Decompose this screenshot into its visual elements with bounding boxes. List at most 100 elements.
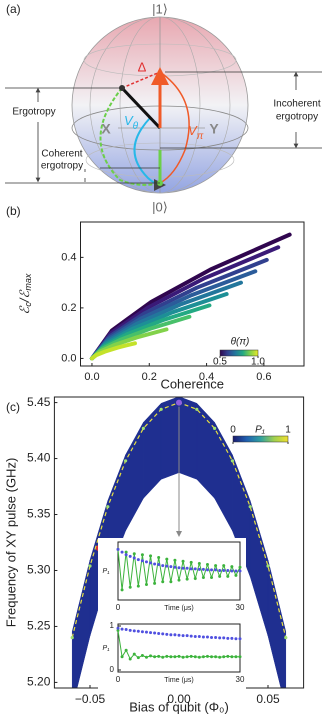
inset-x-title: Time (μs) [164, 677, 193, 684]
inset-point [201, 575, 205, 579]
x-axis-label: X [101, 121, 111, 137]
panel-c: (c) −0.05 0.00 0.05 5.20 5.25 5.30 5.35 5.40 5.45… [3, 395, 305, 714]
inset-point [226, 568, 230, 572]
x-tick-label: 0.0 [84, 371, 99, 383]
inset-point [157, 631, 161, 635]
inset-point [124, 628, 128, 632]
inset-point [230, 565, 234, 569]
y-tick-label: 0.0 [61, 352, 76, 364]
inset-point [193, 567, 197, 571]
inset-point [149, 554, 153, 558]
spectrum-band [125, 422, 144, 531]
inset-point [153, 562, 157, 566]
inset-point [210, 575, 214, 579]
x-tick-label: 0.05 [256, 692, 280, 706]
inset-point [189, 567, 193, 571]
inset-point [222, 636, 226, 640]
fit-point [124, 459, 128, 463]
inset-point [128, 585, 132, 589]
inset-point [214, 635, 218, 639]
inset-point [132, 629, 136, 633]
inset-point [128, 628, 132, 632]
inset-point [161, 632, 165, 636]
v-theta-label: Vθ [124, 113, 139, 131]
spectrum-band [178, 397, 198, 480]
panel-label: (c) [6, 400, 20, 414]
inset-point [144, 630, 148, 634]
ergotropy-label: Ergotropy [12, 107, 55, 118]
curve [89, 341, 137, 361]
inset-x-title: Time (μs) [164, 605, 193, 612]
inset-point [226, 636, 230, 640]
inset-point [181, 559, 185, 563]
inset-point [136, 584, 140, 588]
inset-point [181, 634, 185, 638]
v-pi: V [188, 123, 198, 138]
inset-point [234, 637, 238, 641]
spectrum-band [71, 559, 91, 688]
x-tick-label: 0.00 [167, 692, 191, 706]
inset: 0 30 Time (μs) P₁ [103, 541, 245, 612]
plot-frame [117, 623, 241, 673]
inset-point [120, 588, 124, 592]
inset-point [173, 565, 177, 569]
x-tick-label: 0.6 [256, 371, 271, 383]
inset-point [181, 655, 185, 659]
fit-point [248, 505, 252, 509]
inset-point [205, 568, 209, 572]
inset-point [144, 655, 148, 659]
x-tick-label: 0.4 [199, 371, 214, 383]
y-axis-title-part: /ℰ [17, 289, 32, 303]
inset-point [234, 655, 238, 659]
inset-point [238, 637, 242, 641]
inset-point [226, 574, 230, 578]
x-axis-title: Coherence [160, 376, 224, 391]
inset-point [181, 566, 185, 570]
inset-point [136, 629, 140, 633]
y-axis-title: ℰc/ℰmax [17, 273, 33, 314]
x-tick-label: 0.2 [142, 371, 157, 383]
inset-point [238, 565, 242, 569]
colorbar-tick-label: 1 [285, 425, 291, 436]
inset-point [136, 656, 140, 660]
inset-point [177, 566, 181, 570]
inset-point [218, 574, 222, 578]
colorbar-tick-label: 1.0 [251, 357, 265, 368]
inset-point [169, 633, 173, 637]
inset-point [149, 654, 153, 658]
y-tick-label: 5.40 [27, 451, 51, 465]
inset-point [189, 634, 193, 638]
inset-point [205, 563, 209, 567]
incoherent-label: Incoherent [273, 99, 320, 110]
inset-y-title: P₁ [103, 645, 111, 652]
inset-point [230, 569, 234, 573]
inset-point [193, 655, 197, 659]
spectrum-band [196, 402, 215, 499]
inset-point [132, 552, 136, 556]
inset-point [132, 556, 136, 560]
fit-point [159, 407, 163, 411]
inset-point [157, 563, 161, 567]
inset-point [153, 631, 157, 635]
inset-point [161, 564, 165, 568]
marker [176, 399, 182, 406]
inset-point [124, 553, 128, 557]
inset-point [165, 654, 169, 658]
inset-point [128, 657, 132, 661]
inset-point [157, 654, 161, 658]
inset-point [214, 564, 218, 568]
inset-point [197, 561, 201, 565]
fit-point [195, 407, 199, 411]
inset-point [128, 554, 132, 558]
inset-point [222, 568, 226, 572]
inset-point [201, 655, 205, 659]
inset-point [177, 654, 181, 658]
panel-b: (b) 0.0 0.2 0.4 0.6 0.0 0.2 0.4 θ(π) 0.5 1.0 Cohere… [6, 204, 305, 391]
panel-label: (a) [6, 2, 21, 16]
coherent-label: ergotropy [41, 161, 83, 172]
inset-point [226, 654, 230, 658]
inset-point [144, 583, 148, 586]
inset-point [144, 560, 148, 564]
y-tick-label: 5.30 [27, 563, 51, 577]
fit-point [284, 636, 288, 640]
